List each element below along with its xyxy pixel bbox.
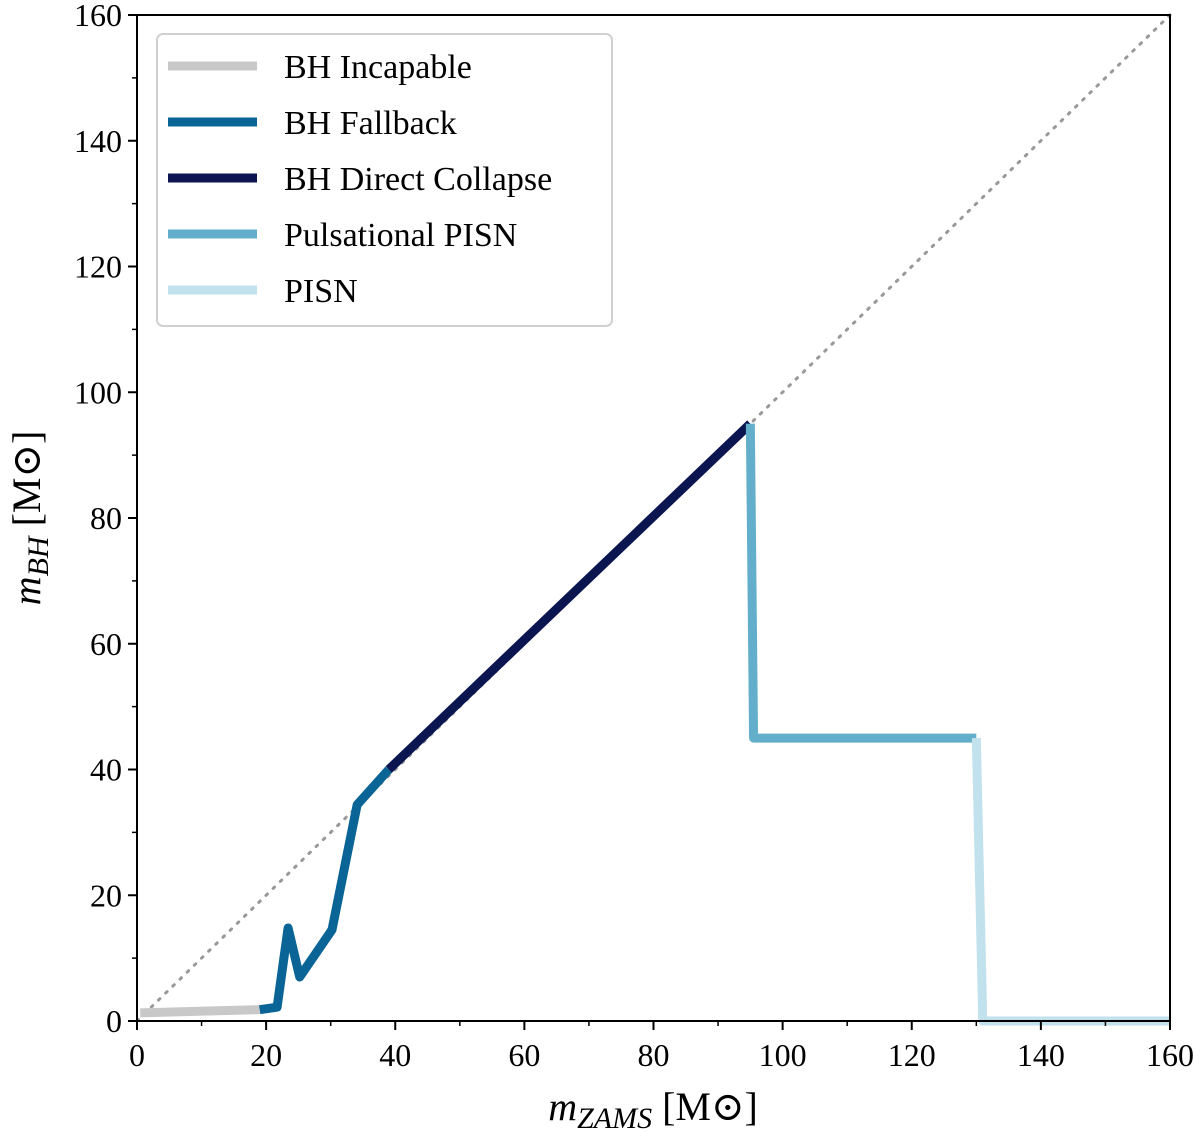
x-tick-label: 80	[638, 1037, 670, 1073]
legend-entry: BH Fallback	[284, 105, 457, 142]
y-tick-label: 120	[74, 249, 122, 285]
series-line-bh-direct-collapse	[385, 420, 754, 773]
series-line-pisn	[971, 737, 1170, 1026]
y-tick-label: 100	[74, 374, 122, 410]
x-tick-label: 120	[888, 1037, 936, 1073]
x-tick-label: 40	[379, 1037, 411, 1073]
legend-entry: BH Direct Collapse	[284, 161, 552, 198]
y-tick-label: 140	[74, 123, 122, 159]
series-line-bh-fallback	[259, 766, 393, 1015]
y-tick-label: 80	[90, 500, 122, 536]
y-axis-label-subscript: BH	[22, 534, 55, 576]
legend-entry: PISN	[284, 273, 358, 310]
x-axis-label: mZAMS [M⊙]	[548, 1084, 758, 1133]
y-tick-label: 60	[90, 626, 122, 662]
series-line-bh-incapable	[140, 1005, 260, 1018]
y-axis-label-unit: [M⊙]	[4, 431, 49, 527]
x-axis-label-symbol: m	[548, 1084, 577, 1129]
x-tick-label: 0	[129, 1037, 145, 1073]
y-axis-label-symbol: m	[4, 576, 49, 605]
x-tick-label: 160	[1146, 1037, 1194, 1073]
x-tick-label: 140	[1017, 1037, 1065, 1073]
axes: 0 20 40 60 80 100 120 140 160 0 20 40 60 80 100 120 140 1…	[74, 0, 1194, 1073]
legend: BH Incapable BH Fallback BH Direct Collaps…	[156, 33, 613, 327]
legend-entry: Pulsational PISN	[284, 217, 517, 254]
x-tick-label: 100	[759, 1037, 807, 1073]
y-tick-label: 160	[74, 0, 122, 33]
legend-frame	[156, 33, 613, 327]
x-tick-label: 60	[508, 1037, 540, 1073]
series-line-pulsational-pisn	[745, 423, 977, 743]
y-tick-label: 0	[106, 1003, 122, 1039]
y-tick-label: 40	[90, 752, 122, 788]
legend-entry: BH Incapable	[284, 49, 472, 86]
y-tick-label: 20	[90, 877, 122, 913]
x-tick-label: 20	[250, 1037, 282, 1073]
y-axis-label: mBH [M⊙]	[4, 431, 55, 606]
x-axis-label-unit: [M⊙]	[662, 1084, 758, 1129]
x-axis-label-subscript: ZAMS	[577, 1102, 652, 1133]
